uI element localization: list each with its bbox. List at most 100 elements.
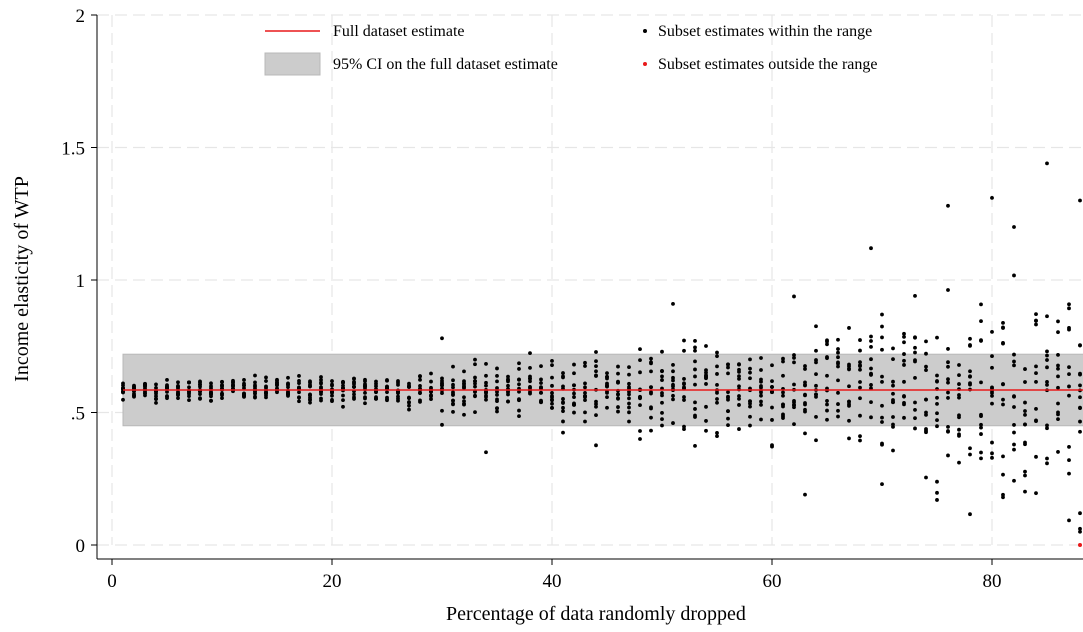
data-point bbox=[407, 400, 411, 404]
data-point bbox=[1056, 363, 1060, 368]
data-point bbox=[1001, 320, 1005, 325]
data-point bbox=[748, 366, 752, 371]
data-point bbox=[990, 365, 994, 370]
data-point bbox=[462, 382, 466, 387]
data-point bbox=[946, 203, 950, 208]
data-point bbox=[979, 380, 983, 385]
data-point bbox=[759, 356, 763, 360]
data-point bbox=[1001, 402, 1005, 407]
data-point bbox=[913, 345, 917, 350]
data-point bbox=[902, 415, 906, 420]
data-point bbox=[572, 362, 576, 367]
data-point bbox=[1023, 489, 1027, 494]
data-point bbox=[847, 366, 851, 371]
data-point bbox=[528, 390, 532, 395]
data-point bbox=[792, 294, 796, 299]
data-point bbox=[242, 381, 246, 386]
y-axis-title: Income elasticity of WTP bbox=[11, 176, 33, 382]
data-point bbox=[737, 370, 741, 374]
data-point bbox=[484, 450, 488, 455]
data-point bbox=[330, 393, 334, 398]
data-point bbox=[1067, 365, 1071, 370]
data-point bbox=[440, 383, 444, 388]
x-tick-label: 40 bbox=[543, 571, 562, 592]
data-point bbox=[748, 376, 752, 381]
data-point bbox=[418, 374, 422, 378]
data-point bbox=[165, 378, 169, 382]
data-point bbox=[671, 369, 675, 374]
data-point bbox=[264, 395, 268, 400]
data-point bbox=[627, 401, 631, 406]
data-point bbox=[924, 364, 928, 369]
data-point bbox=[418, 391, 422, 396]
axes: 0 20 40 60 80 0 .5 1 1.5 2 bbox=[61, 6, 1083, 592]
data-point bbox=[682, 398, 686, 402]
data-point bbox=[616, 409, 620, 414]
data-point bbox=[748, 414, 752, 419]
data-point bbox=[902, 379, 906, 384]
data-point bbox=[825, 399, 829, 403]
data-point bbox=[748, 370, 752, 375]
data-point bbox=[539, 381, 543, 385]
data-point bbox=[396, 382, 400, 387]
data-point bbox=[715, 400, 719, 405]
outside-points bbox=[1078, 543, 1082, 547]
data-point bbox=[1056, 401, 1060, 406]
data-point bbox=[627, 381, 631, 386]
x-tick-label: 20 bbox=[323, 571, 342, 592]
data-point bbox=[759, 417, 763, 422]
data-point bbox=[517, 382, 521, 387]
data-point bbox=[891, 398, 895, 402]
legend-label-outside: Subset estimates outside the range bbox=[658, 56, 878, 73]
data-point bbox=[176, 380, 180, 385]
data-point bbox=[220, 383, 224, 387]
data-point bbox=[880, 335, 884, 340]
data-point bbox=[539, 400, 543, 405]
data-point bbox=[330, 379, 334, 383]
data-point bbox=[858, 338, 862, 342]
data-point bbox=[594, 443, 598, 448]
data-point bbox=[660, 410, 664, 415]
data-point bbox=[946, 396, 950, 400]
data-point bbox=[605, 395, 609, 400]
data-point bbox=[869, 400, 873, 404]
data-point bbox=[704, 373, 708, 377]
data-point bbox=[242, 386, 246, 391]
legend-dot-within bbox=[643, 29, 647, 33]
data-point bbox=[880, 324, 884, 329]
data-point bbox=[748, 401, 752, 406]
data-point bbox=[484, 383, 488, 388]
data-point bbox=[671, 382, 675, 387]
data-point bbox=[803, 383, 807, 388]
data-point bbox=[1045, 353, 1049, 358]
data-point bbox=[649, 356, 653, 361]
data-point bbox=[1034, 379, 1038, 384]
data-point bbox=[297, 395, 301, 400]
x-tick-label: 0 bbox=[107, 571, 117, 592]
data-point bbox=[902, 358, 906, 363]
data-point bbox=[385, 390, 389, 395]
data-point bbox=[770, 379, 774, 384]
data-point bbox=[363, 390, 367, 395]
data-point bbox=[1078, 429, 1082, 434]
data-point bbox=[594, 413, 598, 418]
data-point bbox=[814, 383, 818, 388]
data-point bbox=[1078, 198, 1082, 203]
data-point bbox=[935, 335, 939, 340]
data-point bbox=[308, 398, 312, 402]
data-point bbox=[539, 385, 543, 390]
data-point bbox=[880, 403, 884, 408]
data-point bbox=[473, 394, 477, 399]
data-point bbox=[187, 398, 191, 403]
legend-dot-outside bbox=[643, 62, 647, 66]
data-point bbox=[858, 385, 862, 390]
data-point bbox=[825, 402, 829, 407]
data-point bbox=[693, 400, 697, 405]
data-point bbox=[1045, 461, 1049, 466]
data-point bbox=[1012, 423, 1016, 427]
data-point bbox=[803, 407, 807, 412]
data-point bbox=[935, 411, 939, 416]
data-point bbox=[1034, 312, 1038, 317]
data-point bbox=[583, 381, 587, 386]
data-point bbox=[220, 379, 224, 384]
